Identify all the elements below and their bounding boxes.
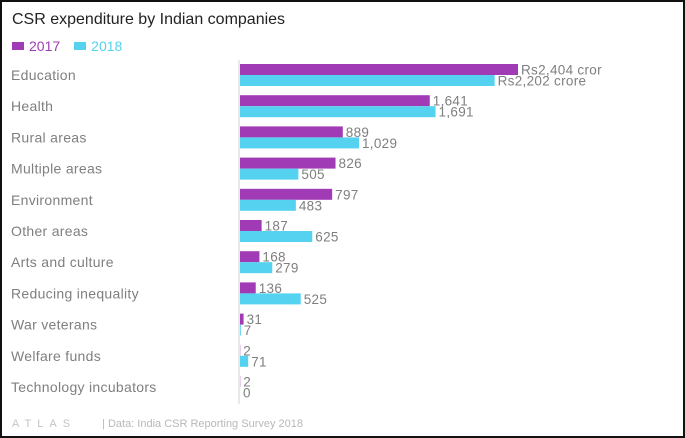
legend-label-2017: 2017 <box>29 38 61 54</box>
bar-2018-multiple-areas <box>240 168 299 180</box>
value-label-2017-rural-areas: 889 <box>346 125 369 140</box>
value-label-2017-technology-incubators: 2 <box>243 375 251 390</box>
category-label-technology-incubators: Technology incubators <box>11 379 157 395</box>
bar-2018-war-veterans <box>240 324 241 336</box>
legend: 2017 2018 <box>12 38 136 54</box>
category-label-arts-and-culture: Arts and culture <box>11 254 114 270</box>
source-note: | Data: India CSR Reporting Survey 2018 <box>102 418 303 430</box>
category-label-rural-areas: Rural areas <box>11 129 87 145</box>
value-label-2018-education: Rs2,202 crore <box>498 74 587 89</box>
value-label-2018-technology-incubators: 0 <box>243 386 251 401</box>
category-label-war-veterans: War veterans <box>11 317 97 333</box>
value-label-2017-other-areas: 187 <box>265 219 288 234</box>
value-label-2017-environment: 797 <box>335 187 358 202</box>
bar-2017-multiple-areas <box>240 157 336 169</box>
bar-2017-war-veterans <box>240 313 244 325</box>
category-label-environment: Environment <box>11 192 93 208</box>
bar-2017-arts-and-culture <box>240 251 260 263</box>
value-label-2018-multiple-areas: 505 <box>301 167 324 182</box>
bar-2017-environment <box>240 188 333 200</box>
value-label-2018-environment: 483 <box>299 198 322 213</box>
category-label-education: Education <box>11 67 76 83</box>
value-label-2017-arts-and-culture: 168 <box>262 250 285 265</box>
category-label-welfare-funds: Welfare funds <box>11 348 101 364</box>
bar-2018-health <box>240 106 436 118</box>
footer: ATLAS | Data: India CSR Reporting Survey… <box>12 418 303 430</box>
category-label-reducing-inequality: Reducing inequality <box>11 285 139 301</box>
bar-2018-rural-areas <box>240 137 359 149</box>
bar-2017-health <box>240 95 430 107</box>
value-label-2018-arts-and-culture: 279 <box>275 261 298 276</box>
value-label-2017-multiple-areas: 826 <box>339 156 362 171</box>
value-label-2018-welfare-funds: 71 <box>251 354 267 369</box>
legend-swatch-2017 <box>12 42 24 50</box>
legend-label-2018: 2018 <box>91 38 123 54</box>
legend-item-2018: 2018 <box>74 38 122 54</box>
value-label-2018-war-veterans: 7 <box>244 323 252 338</box>
bar-2018-other-areas <box>240 231 313 242</box>
value-label-2018-other-areas: 625 <box>315 230 338 245</box>
bar-2017-education <box>240 64 518 75</box>
atlas-logo: ATLAS <box>12 418 77 430</box>
bar-2018-reducing-inequality <box>240 293 301 305</box>
bar-2018-arts-and-culture <box>240 262 273 274</box>
category-label-other-areas: Other areas <box>11 223 88 239</box>
legend-item-2017: 2017 <box>12 38 60 54</box>
legend-swatch-2018 <box>74 42 87 50</box>
bar-2018-welfare-funds <box>240 355 249 367</box>
value-label-2017-health: 1,641 <box>433 94 468 109</box>
bar-2018-environment <box>240 199 296 211</box>
bar-2017-other-areas <box>240 220 262 231</box>
bar-2017-rural-areas <box>240 126 343 138</box>
value-label-2018-reducing-inequality: 525 <box>304 292 327 307</box>
value-label-2017-education: Rs2,404 cror <box>521 63 602 78</box>
category-label-health: Health <box>11 98 53 114</box>
bar-2017-reducing-inequality <box>240 282 256 294</box>
value-label-2018-health: 1,691 <box>439 105 474 120</box>
value-label-2017-war-veterans: 31 <box>247 312 263 327</box>
chart-title: CSR expenditure by Indian companies <box>12 11 286 28</box>
value-label-2018-rural-areas: 1,029 <box>362 136 397 151</box>
bar-2018-education <box>240 75 495 86</box>
category-label-multiple-areas: Multiple areas <box>11 161 102 177</box>
value-label-2017-reducing-inequality: 136 <box>259 281 282 296</box>
value-label-2017-welfare-funds: 2 <box>243 343 251 358</box>
